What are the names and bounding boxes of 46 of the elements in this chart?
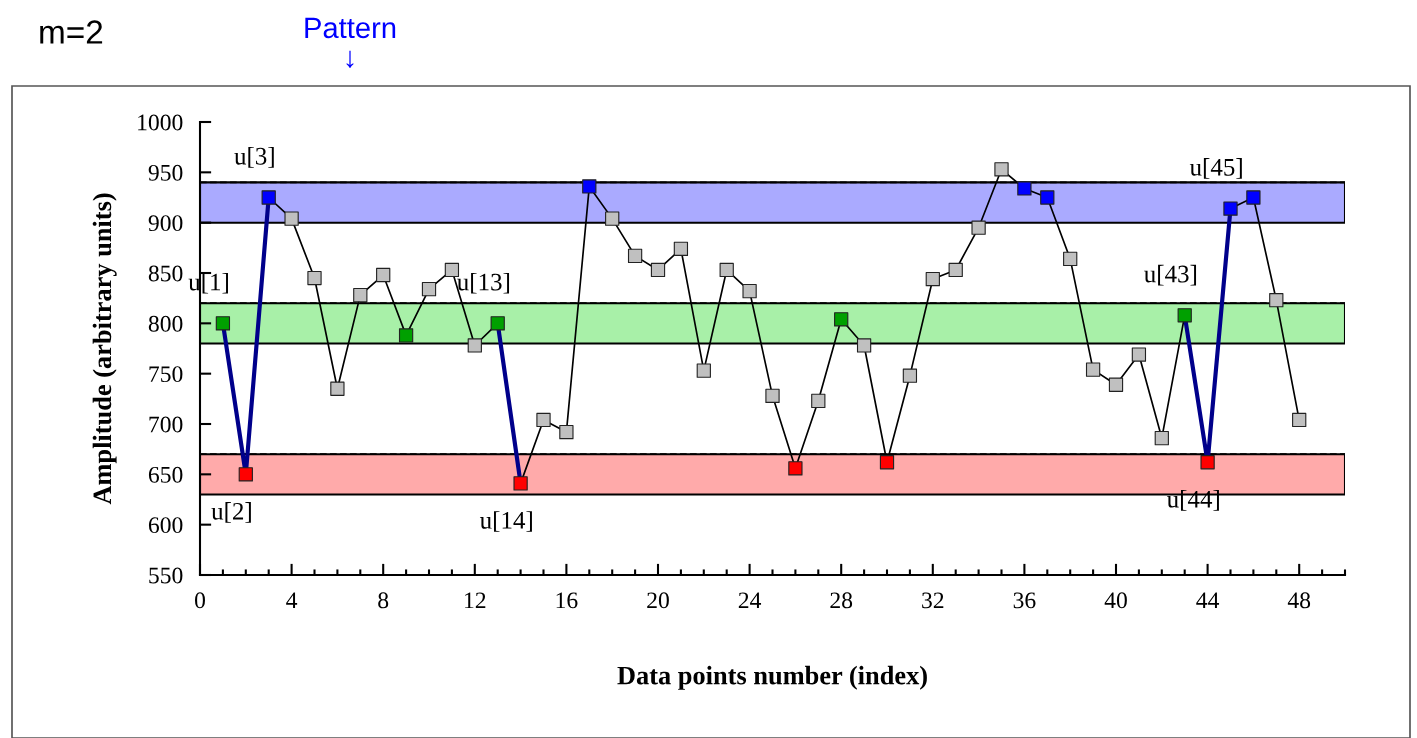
y-tick-label: 550 bbox=[149, 567, 183, 584]
annotation: u[43] bbox=[1144, 264, 1197, 286]
point bbox=[376, 267, 391, 283]
point bbox=[536, 412, 551, 428]
x-axis-title: Data points number (index) bbox=[617, 665, 927, 690]
x-tick-label: 44 bbox=[1196, 592, 1220, 609]
y-tick-label: 1000 bbox=[138, 114, 183, 131]
point bbox=[1108, 377, 1124, 392]
point bbox=[719, 262, 734, 278]
x-tick-label: 4 bbox=[286, 592, 298, 609]
y-tick-label: 800 bbox=[148, 315, 183, 332]
x-tick-label: 0 bbox=[195, 592, 205, 609]
y-tick-label: 650 bbox=[148, 466, 183, 483]
annotation: u[2] bbox=[211, 502, 251, 523]
y-axis-title: Amplitude (arbitrary units) bbox=[92, 193, 117, 505]
point bbox=[879, 455, 895, 470]
chart-title: m=2 bbox=[40, 20, 103, 44]
x-tick-label: 12 bbox=[465, 592, 486, 609]
text: Pattern ↓ bbox=[305, 17, 396, 69]
y-tick-label: 850 bbox=[148, 265, 183, 282]
x-tick-label: 32 bbox=[922, 592, 944, 609]
x-tick-label: 20 bbox=[647, 592, 669, 609]
point bbox=[948, 262, 963, 278]
annotation: u[14] bbox=[479, 511, 532, 532]
x-tick-label: 48 bbox=[1287, 592, 1311, 609]
point bbox=[1292, 412, 1307, 428]
point bbox=[925, 271, 940, 287]
x-tick-label: 28 bbox=[830, 592, 853, 609]
point bbox=[421, 281, 437, 297]
x-tick-label: 16 bbox=[556, 592, 578, 609]
y-tick-label: 950 bbox=[148, 164, 183, 181]
y-tick-label: 750 bbox=[149, 366, 183, 383]
point bbox=[650, 262, 666, 278]
x-tick-label: 8 bbox=[378, 592, 389, 609]
y-tick-label: 900 bbox=[148, 215, 183, 232]
annotation: u[44] bbox=[1166, 490, 1219, 511]
y-tick-label: 600 bbox=[148, 517, 183, 534]
point bbox=[307, 270, 322, 286]
annotation: u[45] bbox=[1189, 158, 1242, 179]
x-tick-label: 40 bbox=[1104, 592, 1127, 609]
point bbox=[559, 424, 574, 440]
y-tick-label: 700 bbox=[149, 416, 183, 433]
annotation: u[13] bbox=[457, 272, 510, 294]
x-tick-label: 24 bbox=[738, 592, 762, 609]
annotation: u[3] bbox=[234, 147, 274, 168]
x-tick-label: 36 bbox=[1013, 592, 1036, 609]
